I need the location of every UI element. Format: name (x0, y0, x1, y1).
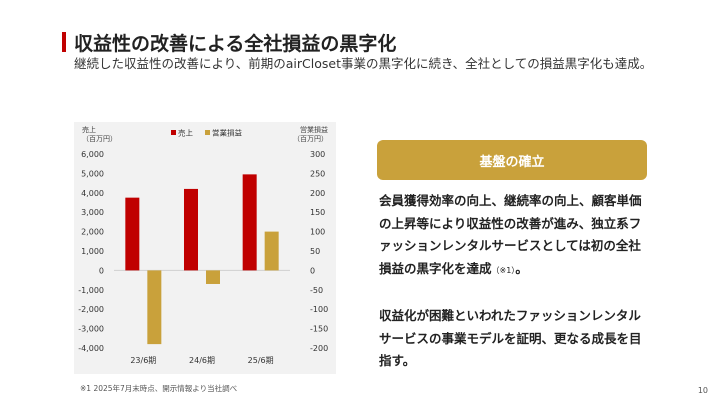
left-axis-tick-label: 2,000 (81, 228, 104, 237)
left-axis-tick-label: 3,000 (81, 208, 104, 217)
left-axis-tick-label: 4,000 (81, 189, 104, 198)
page-subtitle: 継続した収益性の改善により、前期のairCloset事業の黒字化に続き、全社とし… (74, 56, 653, 71)
legend-label: 営業損益 (212, 128, 242, 138)
panel-paragraph-2: 収益化が困難といわれたファッションレンタルサービスの事業モデルを証明、更なる成長… (379, 308, 642, 368)
left-axis-tick-label: -4,000 (78, 344, 104, 353)
legend-label: 売上 (178, 128, 193, 138)
legend-swatch (205, 130, 210, 135)
panel-paragraph-1-text: 会員獲得効率の向上、継続率の向上、顧客単価の上昇等により収益性の改善が進み、独立… (379, 193, 642, 276)
right-axis-tick-label: 300 (310, 150, 325, 159)
sales-bar (242, 174, 257, 271)
left-axis-tick-label: 0 (99, 266, 104, 275)
right-axis-tick-label: 0 (310, 266, 315, 275)
panel-paragraph-1: 会員獲得効率の向上、継続率の向上、顧客単価の上昇等により収益性の改善が進み、独立… (379, 190, 651, 282)
right-axis-tick-label: -200 (310, 344, 328, 353)
right-axis-tick-label: 250 (310, 169, 325, 178)
right-axis-tick-label: 150 (310, 208, 325, 217)
right-axis-tick-label: 100 (310, 228, 325, 237)
page-number: 10 (697, 386, 708, 395)
right-axis-unit: （百万円） (293, 135, 328, 143)
left-axis-tick-label: -3,000 (78, 325, 104, 334)
footnote-reference: （※1） (491, 265, 516, 275)
left-axis-tick-label: -1,000 (78, 286, 104, 295)
right-axis-tick-label: -150 (310, 325, 328, 334)
left-axis-tick-label: 6,000 (81, 150, 104, 159)
operating-profit-bar (147, 270, 162, 345)
x-axis-category-label: 23/6期 (130, 356, 156, 365)
right-axis-title: 営業損益 (300, 125, 328, 134)
sales-operating-profit-chart: 売上（百万円）営業損益（百万円）売上 営業損益6,0005,0004,0003,0… (78, 125, 328, 365)
right-axis-tick-label: 50 (310, 247, 320, 256)
right-axis-tick-label: -100 (310, 305, 328, 314)
panel-paragraph-1-end: 。 (515, 260, 528, 276)
x-axis-category-label: 25/6期 (248, 356, 274, 365)
left-axis-tick-label: 1,000 (81, 247, 104, 256)
page-title: 収益性の改善による全社損益の黒字化 (74, 33, 397, 55)
footnote: ※1 2025年7月末時点、開示情報より当社調べ (80, 384, 238, 393)
chart-panel (74, 122, 336, 374)
right-axis-tick-label: -50 (310, 286, 323, 295)
right-axis-tick-label: 200 (310, 189, 325, 198)
left-axis-tick-label: -2,000 (78, 305, 104, 314)
panel-title: 基盤の確立 (377, 140, 647, 180)
left-axis-tick-label: 5,000 (81, 169, 104, 178)
x-axis-category-label: 24/6期 (189, 356, 215, 365)
left-axis-title: 売上 (82, 125, 96, 134)
title-accent-bar (62, 32, 66, 52)
sales-bar (125, 197, 140, 271)
operating-profit-bar (206, 270, 220, 284)
legend-swatch (171, 130, 176, 135)
operating-profit-bar (264, 231, 279, 271)
panel-body: 会員獲得効率の向上、継続率の向上、顧客単価の上昇等により収益性の改善が進み、独立… (379, 190, 651, 373)
panel-title-label: 基盤の確立 (479, 154, 545, 170)
sales-bar (184, 188, 198, 271)
left-axis-unit: （百万円） (82, 135, 117, 143)
